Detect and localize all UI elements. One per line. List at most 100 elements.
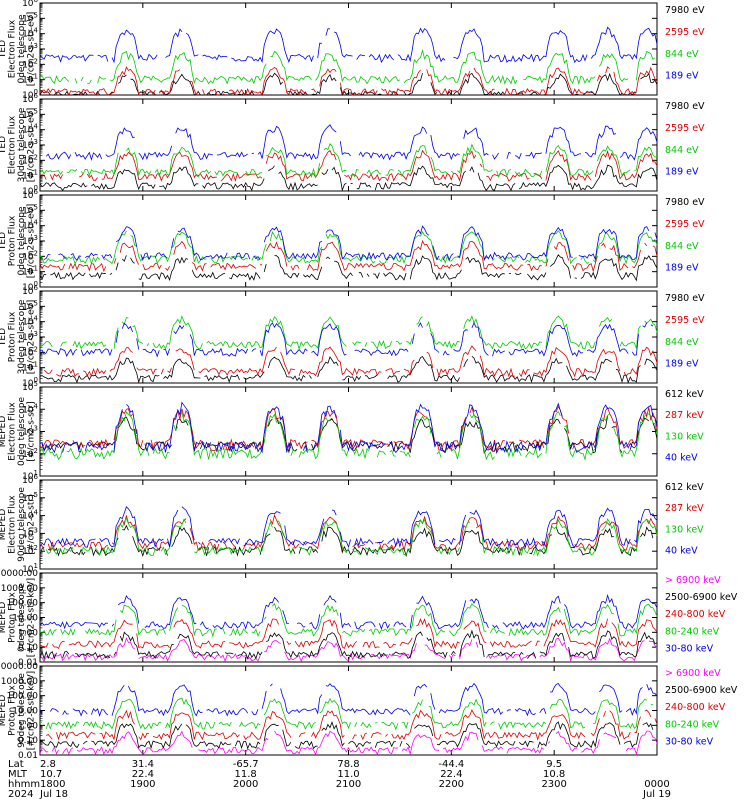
x-row-label-year: 2024 [8, 789, 33, 800]
series-line [39, 593, 658, 630]
panel-8: 0.010.101.0010.00100.001000.0010000.00ME… [0, 662, 738, 761]
legend-entry: 80-240 keV [665, 719, 720, 730]
y-axis-title-line: 0deg telescope [17, 397, 27, 467]
legend-entry: 844 eV [665, 145, 699, 156]
series-line [39, 629, 658, 661]
series-line [40, 526, 657, 556]
series-line [39, 682, 658, 717]
legend-entry: 7980 eV [665, 5, 705, 16]
series-line [39, 517, 658, 557]
y-axis-title-line: MEPED [0, 602, 8, 634]
y-tick-label: 0.10 [18, 736, 38, 746]
legend-entry: 189 eV [665, 263, 699, 274]
y-tick-label: 1000.00 [1, 677, 38, 687]
x-tick-label: 1800 [40, 779, 65, 790]
y-axis-title-line: TED [0, 136, 8, 155]
x-tick-label: -65.7 [233, 759, 259, 770]
x-tick-label: 2100 [336, 779, 361, 790]
x-tick-label: 31.4 [132, 759, 154, 770]
series-line [39, 618, 658, 650]
series-line [39, 410, 658, 461]
series-line [39, 164, 658, 192]
legend-entry: 189 eV [665, 71, 699, 82]
series-line [39, 355, 658, 384]
y-axis-title-line: 90deg telescope [17, 487, 27, 562]
x-tick-label: 11.0 [337, 769, 359, 780]
x-tick-label: 2000 [233, 779, 258, 790]
x-tick-label: 10.7 [40, 769, 62, 780]
y-axis-title-line: MEPED [0, 695, 8, 727]
series-line [39, 730, 658, 756]
y-axis-title-line: MEPED [0, 509, 8, 541]
y-axis-title-line: [#/cm2-s-str-keV] [27, 671, 37, 750]
x-tick-label: 2200 [439, 779, 464, 790]
x-tick-label: 22.4 [440, 769, 462, 780]
legend-entry: > 6900 keV [665, 575, 721, 586]
legend-entry: 287 keV [665, 410, 704, 421]
legend-entry: 844 eV [665, 337, 699, 348]
y-axis-title-line: TED [0, 232, 8, 251]
y-axis-title-line: 30deg telescope [17, 107, 27, 182]
y-axis-title-line: [#/cm2-s-str] [27, 401, 37, 461]
legend-entry: 2500-6900 keV [665, 685, 738, 696]
x-tick-label: 2.8 [40, 759, 56, 770]
y-axis-title-line: 0deg telescope [17, 583, 27, 653]
y-tick-label: 1.00 [18, 721, 38, 731]
legend-entry: 189 eV [665, 167, 699, 178]
legend-entry: 2595 eV [665, 315, 705, 326]
legend-entry: 7980 eV [665, 101, 705, 112]
series-line [45, 124, 658, 162]
y-axis-title-line: Electron Flux [8, 115, 18, 174]
y-tick-label: 10000.00 [0, 569, 38, 579]
y-axis-title-line: 0deg telescope [17, 14, 27, 84]
y-axis-title-line: [#/cm2-s-str-eV] [27, 204, 37, 279]
y-axis-title-line: [#/cm2-s-str-keV] [27, 578, 37, 657]
panel-frame [39, 479, 658, 570]
y-axis-title: TEDProton Flux0deg telescope[#/cm2-s-str… [0, 204, 37, 279]
y-axis-title-line: 30deg telescope [17, 299, 27, 374]
x-tick-label: Jul 19 [642, 789, 671, 800]
legend-entry: 130 keV [665, 524, 704, 535]
series-line [39, 143, 658, 178]
y-axis-title-line: Proton Flux [8, 592, 18, 643]
y-axis-title-line: 0deg telescope [17, 206, 27, 276]
series-line [39, 315, 658, 351]
y-axis-title-line: [#/cm2-s-str-eV] [27, 108, 37, 183]
series-line [39, 401, 658, 454]
legend-entry: 40 keV [665, 546, 698, 557]
y-tick-label: 106 [22, 0, 38, 9]
series-line [39, 149, 658, 182]
y-tick-label: 1000.00 [1, 584, 38, 594]
legend-entry: 80-240 keV [665, 626, 720, 637]
y-tick-label: 0.01 [18, 658, 38, 668]
x-tick-label: 22.4 [132, 769, 154, 780]
legend-entry: 240-800 keV [665, 702, 726, 713]
legend-entry: 2595 eV [665, 123, 705, 134]
legend-entry: 2500-6900 keV [665, 592, 738, 603]
y-axis-title-line: Electron Flux [8, 19, 18, 78]
y-axis-title-line: [#/cm2-s-str-eV] [27, 300, 37, 375]
y-axis-title: MEPEDElectron Flux90deg telescope[#/cm2-… [0, 487, 37, 562]
panel-frame [39, 572, 658, 663]
legend-entry: 844 eV [665, 49, 699, 60]
legend-entry: 2595 eV [665, 219, 705, 230]
legend-entry: 30-80 keV [665, 643, 714, 654]
y-tick-label: 100.00 [7, 692, 39, 702]
x-tick-label: -44.4 [438, 759, 464, 770]
y-axis-title-line: Proton Flux [8, 685, 18, 736]
legend-entry: 7980 eV [665, 197, 705, 208]
legend-entry: 189 eV [665, 359, 699, 370]
panel-frame [39, 194, 658, 288]
y-tick-label: 10.00 [12, 707, 38, 717]
y-axis-title: MEPEDProton Flux90deg telescope[#/cm2-s-… [0, 671, 37, 750]
y-axis-title-line: TED [0, 328, 8, 347]
y-axis-title: TEDElectron Flux0deg telescope[#/cm2-s-s… [0, 12, 37, 87]
legend-entry: 612 keV [665, 389, 704, 400]
series-line [39, 26, 658, 64]
